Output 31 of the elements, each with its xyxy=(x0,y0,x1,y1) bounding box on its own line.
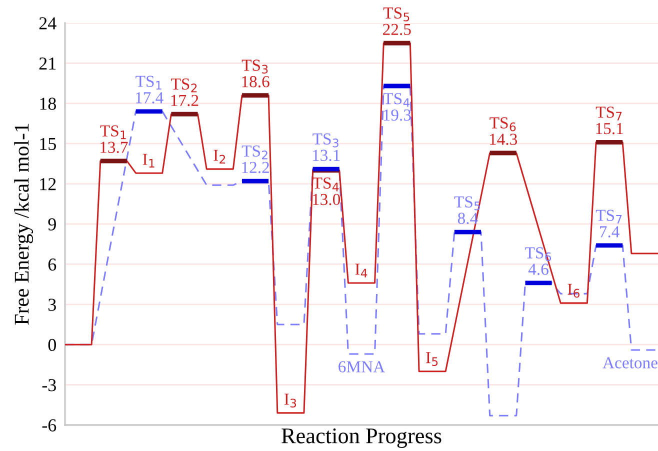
annotation: I$_{4}$ xyxy=(355,264,368,278)
annotation: I$_{3}$ xyxy=(284,394,296,408)
data-label: TS$_{1}$ 13.7 xyxy=(100,125,128,154)
data-label: TS$_{7}$ 7.4 xyxy=(596,210,622,238)
y-tick-label: 6 xyxy=(48,258,56,271)
annotation: I$_{2}$ xyxy=(214,150,226,164)
data-label: TS$_{5}$ 22.5 xyxy=(383,7,411,36)
annotation: Acetone xyxy=(602,357,658,368)
y-tick-label: -6 xyxy=(42,419,56,432)
y-axis-title: Free Energy /kcal mol-1 xyxy=(14,124,34,325)
annotation: I$_{1}$ xyxy=(142,154,154,168)
annotation: 6MNA xyxy=(338,361,385,372)
y-tick-label: 18 xyxy=(40,98,56,110)
annotation: I$_{5}$ xyxy=(426,352,438,366)
y-tick-label: 3 xyxy=(48,298,56,311)
data-label: TS$_{7}$ 15.1 xyxy=(596,106,623,134)
y-tick-label: -3 xyxy=(42,379,56,392)
y-tick-label: 24 xyxy=(39,17,56,30)
y-tick-label: 15 xyxy=(40,138,56,150)
y-tick-label: 21 xyxy=(39,58,56,70)
data-label: TS$_{3}$ 18.6 xyxy=(242,60,270,88)
data-label: TS$_{2}$ 17.2 xyxy=(171,78,198,106)
data-label: TS$_{2}$ 12.2 xyxy=(242,145,269,174)
y-tick-label: 9 xyxy=(48,218,56,230)
data-label: TS$_{3}$ 13.1 xyxy=(312,133,340,162)
y-tick-label: 0 xyxy=(48,338,56,352)
data-label: TS$_{1}$ 17.4 xyxy=(136,76,164,104)
x-axis-title: Reaction Progress xyxy=(282,428,442,448)
y-tick-label: 12 xyxy=(40,178,56,190)
data-label: TS$_{4}$ 13.0 xyxy=(312,178,340,206)
data-label: TS$_{6}$ 14.3 xyxy=(490,117,518,145)
